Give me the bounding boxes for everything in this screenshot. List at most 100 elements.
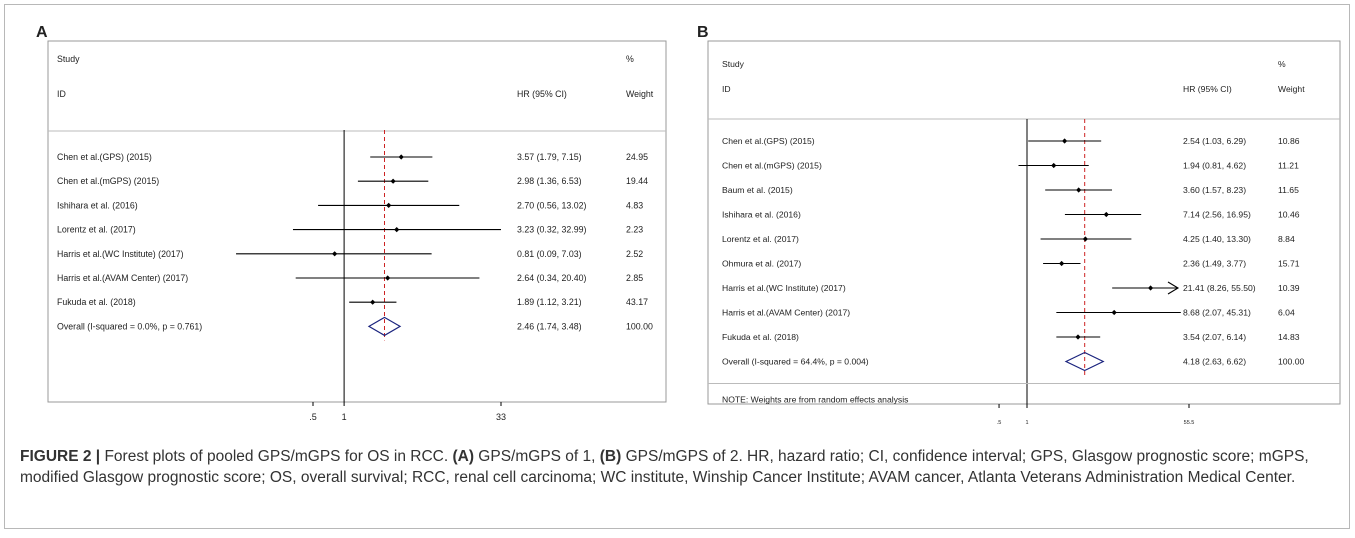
- weight-text: 15.71: [1278, 259, 1300, 269]
- overall-ci-text: 2.46 (1.74, 3.48): [517, 321, 582, 331]
- weight-text: 19.44: [626, 176, 648, 186]
- hr-ci-text: 3.54 (2.07, 6.14): [1183, 332, 1246, 342]
- header-weight: Weight: [1278, 84, 1305, 94]
- header-pct: %: [1278, 59, 1286, 69]
- hr-ci-text: 3.60 (1.57, 8.23): [1183, 185, 1246, 195]
- study-label: Chen et al.(GPS) (2015): [722, 136, 815, 146]
- point-estimate: [370, 299, 376, 305]
- weight-text: 2.52: [626, 249, 643, 259]
- overall-label: Overall (I-squared = 0.0%, p = 0.761): [57, 321, 202, 331]
- study-label: Harris et al.(WC Institute) (2017): [722, 283, 846, 293]
- plot-a-border: [47, 40, 667, 403]
- point-estimate: [1147, 285, 1154, 291]
- hr-ci-text: 21.41 (8.26, 55.50): [1183, 283, 1256, 293]
- caption-a-tag: (A): [452, 448, 474, 465]
- overall-diamond: [367, 316, 402, 337]
- hr-ci-text: 7.14 (2.56, 16.95): [1183, 210, 1251, 220]
- ci-arrow: [1167, 281, 1180, 295]
- overall-label: Overall (I-squared = 64.4%, p = 0.004): [722, 357, 869, 367]
- point-estimate: [390, 178, 396, 184]
- forest-plot-a: Study ID HR (95% CI)% Weight Chen et al.(GPS…: [47, 40, 667, 422]
- hr-ci-text: 3.23 (0.32, 32.99): [517, 225, 587, 235]
- point-estimate: [1051, 162, 1057, 169]
- hr-ci-text: 2.54 (1.03, 6.29): [1183, 136, 1246, 146]
- point-estimate: [1076, 187, 1082, 193]
- study-label: Harris et al.(WC Institute) (2017): [57, 249, 184, 259]
- hr-ci-text: 1.94 (0.81, 4.62): [1183, 161, 1246, 171]
- study-label: Lorentz et al. (2017): [722, 234, 799, 244]
- note-text: NOTE: Weights are from random effects an…: [722, 395, 908, 405]
- overall-ci-text: 4.18 (2.63, 6.62): [1183, 357, 1246, 367]
- study-label: Lorentz et al. (2017): [57, 225, 136, 235]
- study-label: Harris et al.(AVAM Center) (2017): [57, 273, 188, 283]
- overall-weight-text: 100.00: [626, 321, 653, 331]
- x-tick-label: .5: [309, 412, 317, 422]
- weight-text: 8.84: [1278, 234, 1295, 244]
- point-estimate: [1059, 260, 1065, 267]
- point-estimate: [1103, 211, 1109, 218]
- x-tick-label: 1: [342, 412, 347, 422]
- weight-text: 10.46: [1278, 210, 1300, 220]
- study-label: Fukuda et al. (2018): [57, 297, 136, 307]
- hr-ci-text: 2.36 (1.49, 3.77): [1183, 259, 1246, 269]
- overall-diamond: [1064, 351, 1105, 372]
- x-tick-label: .5: [997, 420, 1002, 426]
- forest-plots: Study ID HR (95% CI)% Weight Chen et al.(GPS…: [47, 40, 1341, 426]
- header-study: Study: [57, 54, 80, 64]
- caption-a-text: GPS/mGPS of 1,: [474, 448, 600, 465]
- weight-text: 10.39: [1278, 283, 1300, 293]
- header-hr: HR (95% CI): [517, 89, 567, 99]
- figure-caption: FIGURE 2 | Forest plots of pooled GPS/mG…: [20, 446, 1340, 488]
- study-label: Chen et al.(GPS) (2015): [57, 152, 152, 162]
- hr-ci-text: 2.70 (0.56, 13.02): [517, 200, 587, 210]
- weight-text: 11.65: [1278, 185, 1299, 195]
- study-label: Chen et al.(mGPS) (2015): [722, 161, 822, 171]
- plot-b-border: [707, 40, 1341, 405]
- caption-b-tag: (B): [599, 448, 622, 465]
- weight-text: 2.85: [626, 273, 643, 283]
- point-estimate: [394, 227, 400, 233]
- point-estimate: [1082, 236, 1088, 242]
- x-tick-label: 33: [496, 412, 506, 422]
- study-label: Harris et al.(AVAM Center) (2017): [722, 308, 850, 318]
- weight-text: 6.04: [1278, 308, 1295, 318]
- point-estimate: [398, 154, 404, 160]
- weight-text: 43.17: [626, 297, 648, 307]
- weight-text: 10.86: [1278, 136, 1300, 146]
- x-tick-label: 1: [1025, 420, 1028, 426]
- hr-ci-text: 8.68 (2.07, 45.31): [1183, 308, 1251, 318]
- forest-plot-b: Study ID HR (95% CI)% Weight Chen et al.(GPS…: [707, 40, 1341, 426]
- header-study: Study: [722, 59, 745, 69]
- hr-ci-text: 4.25 (1.40, 13.30): [1183, 234, 1251, 244]
- weight-text: 11.21: [1278, 161, 1299, 171]
- hr-ci-text: 3.57 (1.79, 7.15): [517, 152, 582, 162]
- hr-ci-text: 2.98 (1.36, 6.53): [517, 176, 582, 186]
- study-label: Chen et al.(mGPS) (2015): [57, 176, 159, 186]
- weight-text: 2.23: [626, 225, 643, 235]
- hr-ci-text: 1.89 (1.12, 3.21): [517, 297, 582, 307]
- figure-frame: [4, 4, 1350, 529]
- header-pct: %: [626, 54, 634, 64]
- study-label: Ishihara et al. (2016): [722, 210, 801, 220]
- weight-text: 24.95: [626, 152, 648, 162]
- header-id: ID: [722, 84, 731, 94]
- caption-intro: Forest plots of pooled GPS/mGPS for OS i…: [100, 448, 453, 465]
- header-hr: HR (95% CI): [1183, 84, 1232, 94]
- point-estimate: [385, 275, 391, 281]
- caption-label: FIGURE 2 |: [20, 448, 101, 465]
- point-estimate: [386, 202, 392, 208]
- caption-b-text: GPS/mGPS of 2. HR, hazard ratio; CI, con…: [20, 448, 1309, 486]
- study-label: Fukuda et al. (2018): [722, 332, 799, 342]
- point-estimate: [332, 251, 338, 257]
- point-estimate: [1075, 334, 1081, 340]
- study-label: Ohmura et al. (2017): [722, 259, 801, 269]
- panel-a-letter: A: [36, 24, 48, 41]
- header-weight: Weight: [626, 89, 654, 99]
- panel-b-letter: B: [697, 24, 709, 41]
- x-tick-label: 55.5: [1184, 420, 1195, 426]
- hr-ci-text: 0.81 (0.09, 7.03): [517, 249, 582, 259]
- weight-text: 14.83: [1278, 332, 1300, 342]
- overall-weight-text: 100.00: [1278, 357, 1305, 367]
- point-estimate: [1111, 309, 1117, 316]
- hr-ci-text: 2.64 (0.34, 20.40): [517, 273, 587, 283]
